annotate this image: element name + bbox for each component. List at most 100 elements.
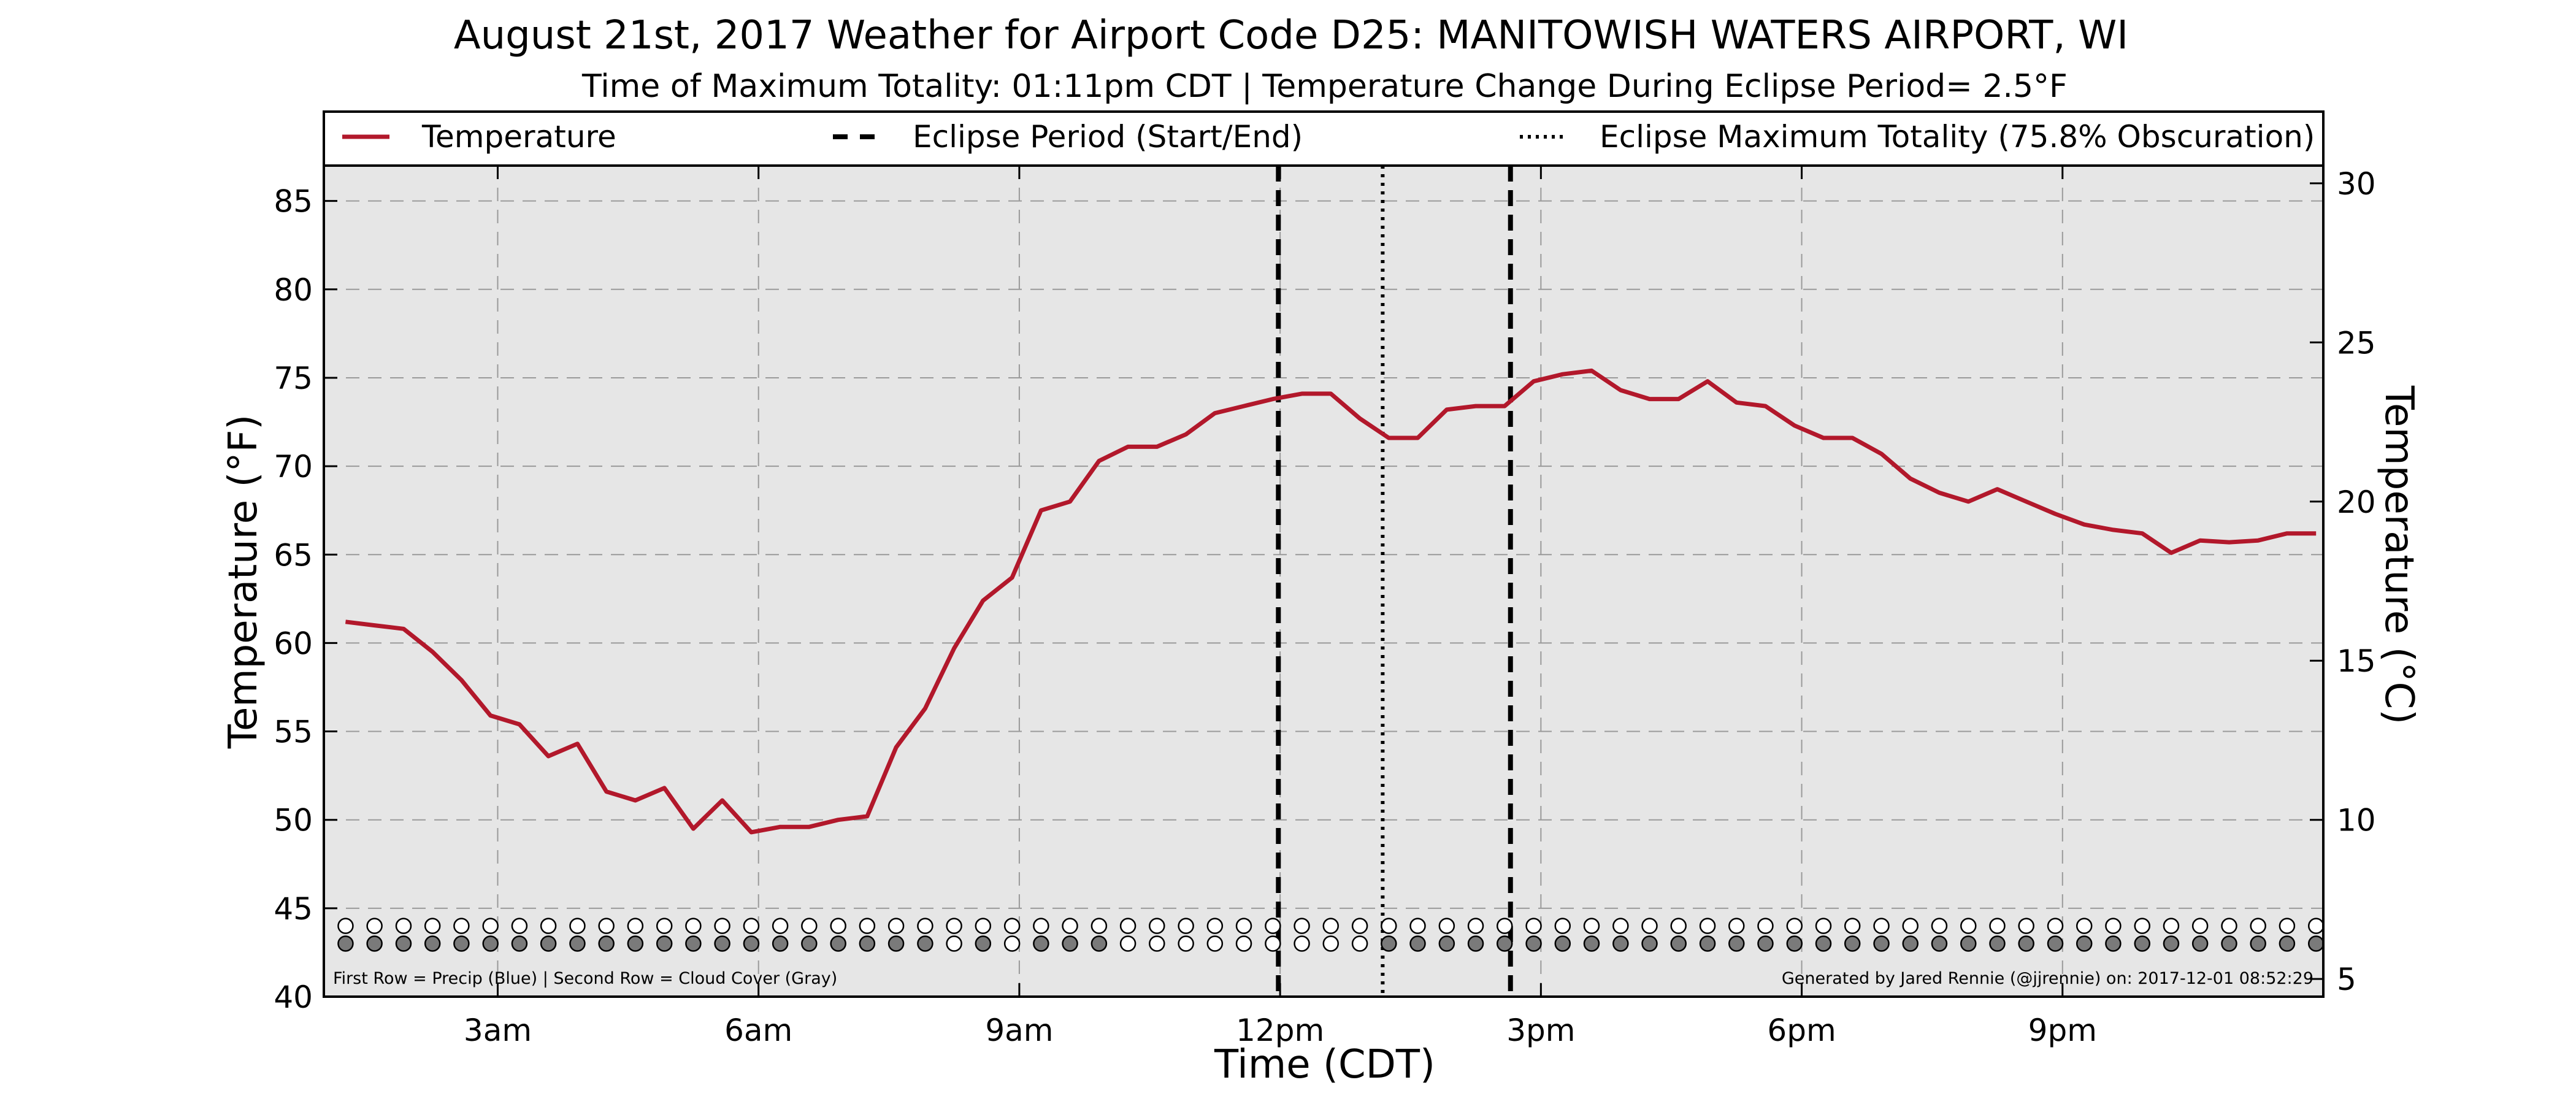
precip-cloud-rows [337,918,2325,952]
cloud-cover-dot [2076,935,2093,952]
x-axis-label: Time (CDT) [1214,1042,1435,1087]
y-axis-label-left: Temperature (°F) [221,415,266,749]
precip-dot [2076,918,2093,934]
x-tick-label: 3am [464,1013,532,1048]
x-tick-label: 3pm [1506,1013,1575,1048]
precip-dot [1033,918,1049,934]
precip-dot [1583,918,1600,934]
cloud-cover-dot [946,935,962,952]
y-tick-label-left: 85 [274,184,313,220]
cloud-cover-dot [1496,935,1513,952]
precip-dot [1699,918,1716,934]
precip-dot [859,918,876,934]
precip-dot [2018,918,2034,934]
x-tick-label: 6pm [1767,1013,1836,1048]
cloud-cover-dot [511,935,528,952]
cloud-cover-dot [569,935,586,952]
precip-dot [627,918,644,934]
cloud-cover-dot [598,935,615,952]
cloud-cover-dot [2191,935,2209,952]
precip-dot [1409,918,1426,934]
y-axis-label-right: Temperature (°C) [2376,385,2421,724]
precip-dot [1062,918,1078,934]
cloud-cover-dot [2018,935,2034,952]
precip-dot [887,918,905,934]
cloud-cover-dot [2134,935,2151,952]
precip-dot [830,918,846,934]
cloud-cover-dot [685,935,702,952]
cloud-cover-dot [1583,935,1600,952]
y-tick-label-left: 50 [274,803,313,838]
precip-dot [1525,918,1542,934]
precip-dot [2191,918,2209,934]
cloud-cover-dot [453,935,470,952]
footnote-right: Generated by Jared Rennie (@jjrennie) on… [1782,969,2313,988]
cloud-cover-dot [1786,935,1803,952]
precip-dot [1989,918,2006,934]
precip-dot [1815,918,1832,934]
cloud-cover-dot [540,935,557,952]
precip-dot [337,918,354,934]
cloud-cover-dot [1265,935,1281,952]
precip-dot [540,918,557,934]
cloud-cover-dot [1728,935,1745,952]
cloud-cover-dot [2047,935,2064,952]
precip-dot [1844,918,1861,934]
cloud-cover-dot [1641,935,1658,952]
cloud-cover-dot [772,935,789,952]
precip-dot [482,918,499,934]
x-tick-label: 12pm [1236,1013,1324,1048]
precip-dot [366,918,383,934]
precip-dot [1612,918,1629,934]
precip-dot [801,918,818,934]
precip-dot [395,918,412,934]
precip-dot [1438,918,1455,934]
cloud-cover-dot [714,935,730,952]
precip-dot [2163,918,2180,934]
chart-title: August 21st, 2017 Weather for Airport Co… [454,13,2128,58]
cloud-cover-dot [1235,935,1252,952]
precip-dot [598,918,615,934]
chart-subtitle: Time of Maximum Totality: 01:11pm CDT | … [581,68,2068,105]
precip-dot [1902,918,1919,934]
cloud-cover-dot [975,935,992,952]
precip-dot [1235,918,1252,934]
cloud-cover-dot [1206,935,1224,952]
cloud-cover-dot [2307,935,2325,952]
cloud-cover-dot [1844,935,1861,952]
precip-dot [685,918,702,934]
y-tick-label-left: 75 [274,361,313,396]
precip-dot [1322,918,1340,934]
y-tick-label-left: 60 [274,626,313,661]
legend-temperature-label: Temperature [421,119,616,155]
precip-dot [2221,918,2237,934]
precip-dot [1931,918,1948,934]
cloud-cover-dot [1612,935,1629,952]
precip-dot [917,918,933,934]
cloud-cover-dot [1409,935,1426,952]
temperature-line [345,368,2317,835]
footnote-left: First Row = Precip (Blue) | Second Row =… [333,969,837,988]
cloud-cover-dot [1525,935,1542,952]
precip-dot [1554,918,1571,934]
cloud-cover-dot [1873,935,1890,952]
cloud-cover-dot [366,935,383,952]
y-tick-label-right: 25 [2337,325,2376,361]
precip-dot [1873,918,1890,934]
cloud-cover-dot [2163,935,2180,952]
cloud-cover-dot [1351,935,1368,952]
precip-dot [1786,918,1803,934]
cloud-cover-dot [627,935,644,952]
precip-dot [1178,918,1194,934]
precip-dot [1641,918,1658,934]
y-tick-label-right: 30 [2337,166,2376,202]
cloud-cover-dot [2221,935,2237,952]
cloud-cover-dot [656,935,673,952]
cloud-cover-dot [1322,935,1340,952]
precip-dot [1351,918,1368,934]
legend-box [323,110,2325,167]
y-tick-label-right: 5 [2337,962,2356,997]
cloud-cover-dot [1757,935,1774,952]
precip-dot [1294,918,1310,934]
